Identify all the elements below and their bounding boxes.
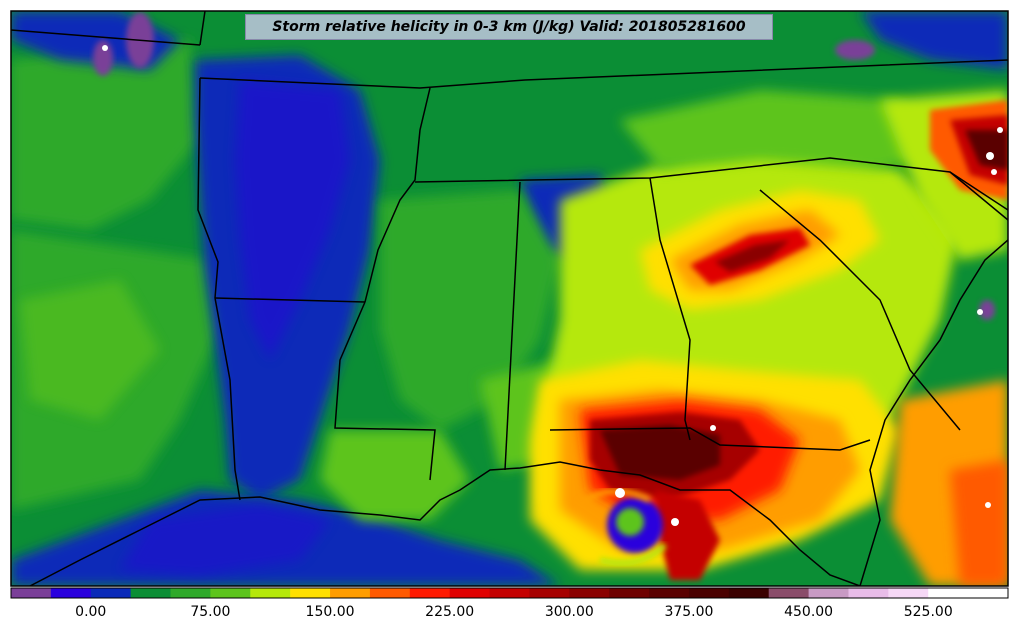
colorbar-swatch: [848, 588, 889, 598]
colorbar-swatch: [768, 588, 810, 598]
colorbar-swatch: [130, 588, 172, 598]
colorbar-swatch: [688, 588, 730, 598]
colorbar-tick-label: 150.00: [305, 604, 355, 620]
colorbar-swatch: [330, 588, 371, 598]
map-title: Storm relative helicity in 0-3 km (J/kg)…: [245, 14, 773, 40]
colorbar-tick-label: 75.00: [190, 604, 231, 620]
colorbar-swatch: [369, 588, 411, 598]
colorbar-swatch: [170, 588, 211, 598]
colorbar-swatch: [290, 588, 331, 598]
colorbar-tick-label: 450.00: [784, 604, 834, 620]
colorbar-tick-label: 225.00: [425, 604, 475, 620]
colorbar-tick-label: 525.00: [903, 604, 953, 620]
colorbar-swatch: [728, 588, 770, 598]
map-field: [11, 11, 1008, 586]
state-boundaries: [11, 11, 1008, 586]
map-frame: [10, 10, 1009, 587]
colorbar-swatch: [90, 588, 132, 598]
colorbar-swatch: [928, 588, 969, 598]
colorbar-swatch: [409, 588, 451, 598]
colorbar-swatch: [968, 588, 1009, 598]
colorbar-swatch: [489, 588, 530, 598]
colorbar-tick-label: 0.00: [75, 604, 107, 620]
colorbar: [10, 587, 1009, 599]
colorbar-swatch: [888, 588, 929, 598]
colorbar-swatch: [50, 588, 92, 598]
colorbar-swatch: [11, 588, 52, 598]
colorbar-swatch: [210, 588, 251, 598]
colorbar-tick-label: 300.00: [544, 604, 594, 620]
colorbar-swatch: [808, 588, 849, 598]
colorbar-tick-label: 375.00: [664, 604, 714, 620]
colorbar-swatch: [609, 588, 650, 598]
colorbar-frame: [10, 587, 1009, 599]
colorbar-swatch: [649, 588, 690, 598]
colorbar-swatch: [449, 588, 491, 598]
colorbar-swatch: [250, 588, 291, 598]
colorbar-swatch: [529, 588, 570, 598]
colorbar-swatch: [569, 588, 610, 598]
